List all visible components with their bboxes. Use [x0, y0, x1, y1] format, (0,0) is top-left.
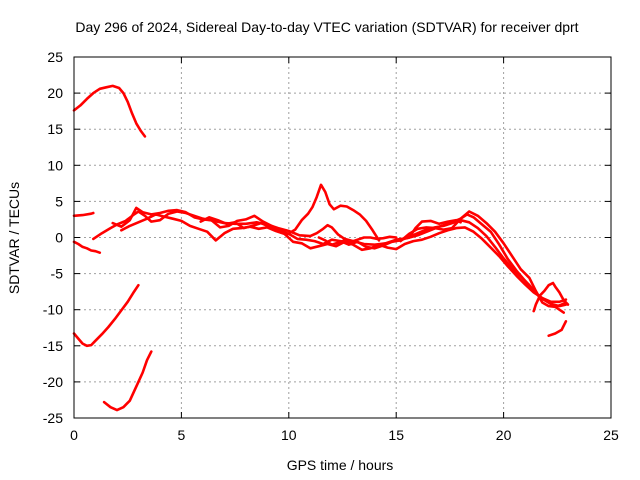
- series-line-arc-5: [102, 350, 153, 412]
- chart-title: Day 296 of 2024, Sidereal Day-to-day VTE…: [75, 19, 578, 35]
- series-line-arc-tail-1: [407, 218, 462, 239]
- y-tick-label: 15: [47, 121, 63, 137]
- y-tick-label: 20: [47, 85, 63, 101]
- series-line-arc-1: [72, 84, 147, 138]
- series-line-main-arc-d: [199, 183, 381, 242]
- y-tick-label: -10: [43, 302, 63, 318]
- series-line-main-arc-b: [111, 206, 565, 314]
- y-tick-label: 5: [55, 193, 63, 209]
- x-tick-label: 0: [70, 427, 78, 443]
- axis-ticks: [73, 56, 612, 419]
- series-line-arc-2: [72, 211, 95, 218]
- series-line-arc-tail-3: [547, 320, 568, 337]
- x-tick-label: 5: [178, 427, 186, 443]
- y-tick-label: -20: [43, 374, 63, 390]
- series-line-main-arc-c: [120, 213, 568, 304]
- series-line-arc-4: [72, 283, 140, 348]
- y-tick-labels: -25 -20 -15 -10 -5 0 5 10 15 20 25: [43, 49, 63, 426]
- y-tick-label: -25: [43, 410, 63, 426]
- y-tick-label: -5: [51, 266, 64, 282]
- series-line-main-arc-a: [92, 210, 568, 308]
- y-axis-label: SDTVAR / TECUs: [6, 182, 22, 294]
- x-tick-label: 15: [388, 427, 404, 443]
- series-line-main-arc-f: [399, 210, 568, 309]
- x-tick-label: 20: [496, 427, 512, 443]
- x-tick-label: 10: [281, 427, 297, 443]
- y-tick-label: 0: [55, 230, 63, 246]
- series-line-main-arc-e: [317, 235, 398, 246]
- x-axis-label: GPS time / hours: [287, 457, 394, 473]
- x-tick-label: 25: [603, 427, 619, 443]
- y-tick-label: -15: [43, 338, 63, 354]
- series-line-arc-tail-2: [532, 281, 570, 313]
- series-line-arc-3: [72, 240, 102, 254]
- y-tick-label: 25: [47, 49, 63, 65]
- x-tick-labels: 0 5 10 15 20 25: [70, 427, 619, 443]
- series-layer: [72, 84, 570, 412]
- y-tick-label: 10: [47, 157, 63, 173]
